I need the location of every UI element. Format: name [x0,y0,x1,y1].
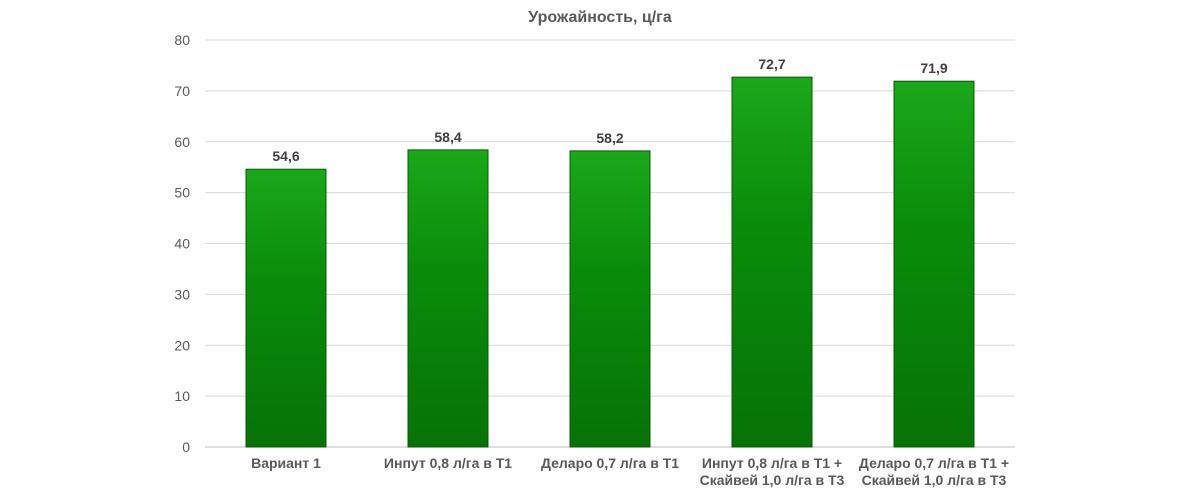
data-label: 58,2 [596,130,623,146]
data-label: 72,7 [758,56,785,72]
data-label: 54,6 [272,148,299,164]
y-tick-label: 80 [174,32,190,48]
x-tick-label: Деларо 0,7 л/га в Т1 [541,455,679,471]
x-tick-label: Вариант 1 [251,455,321,471]
data-labels: 54,6 58,4 58,2 72,7 71,9 [272,56,947,164]
bar [731,76,813,448]
y-tick-labels: 0 10 20 30 40 50 60 70 80 [174,32,190,455]
data-label: 71,9 [920,60,947,76]
x-tick-label: Деларо 0,7 л/га в Т1 + [859,455,1009,471]
x-tick-label: Скайвей 1,0 л/га в Т3 [700,472,845,488]
y-tick-label: 70 [174,83,190,99]
y-tick-label: 20 [174,337,190,353]
bar [407,149,489,448]
y-tick-label: 10 [174,388,190,404]
x-tick-label: Скайвей 1,0 л/га в Т3 [862,472,1007,488]
y-tick-label: 40 [174,236,190,252]
bar [245,168,327,448]
y-tick-label: 50 [174,185,190,201]
y-tick-label: 0 [182,439,190,455]
x-tick-label: Инпут 0,8 л/га в Т1 + [702,455,842,471]
x-tick-label: Инпут 0,8 л/га в Т1 [384,455,512,471]
chart-title: Урожайность, ц/га [528,9,672,26]
x-tick-labels: Вариант 1 Инпут 0,8 л/га в Т1 Деларо 0,7 л… [251,455,1009,488]
y-tick-label: 30 [174,286,190,302]
bars [245,76,975,448]
bar [569,150,651,448]
bar [893,80,975,448]
data-label: 58,4 [434,129,461,145]
y-tick-label: 60 [174,134,190,150]
